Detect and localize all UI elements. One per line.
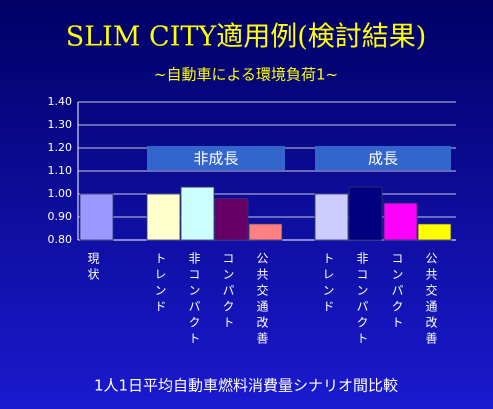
bar [348,186,383,241]
y-tick-label: 1.20 [48,141,73,154]
chart-title: SLIM CITY適用例(検討結果) [66,22,427,53]
y-tick-label: 1.30 [48,118,73,131]
y-tick-label: 0.80 [48,233,73,246]
group-box [147,146,285,170]
group-label: 非成長 [193,150,238,168]
group-label: 成長 [368,150,398,168]
y-tick-label: 1.10 [48,164,73,177]
bar [214,198,249,241]
y-tick-label: 0.90 [48,210,73,223]
bar [383,202,418,241]
bar [248,223,283,241]
group-box [315,146,451,170]
x-tick-label: 非コンパクト [355,252,369,348]
bar [146,193,181,241]
bar [180,186,215,241]
chart-subtitle: ~自動車による環境負荷1~ [154,66,338,84]
bar [79,193,114,241]
bar [417,223,452,241]
x-tick-label: 現状 [86,252,100,284]
y-tick-label: 1.40 [48,95,73,108]
x-tick-label: トレンド [153,252,167,316]
x-tick-label: コンパクト [221,252,235,332]
x-axis-label: 1人1日平均自動車燃料消費量シナリオ間比較 [94,377,398,395]
x-tick-label: 公共交通改善 [255,252,269,348]
x-tick-label: トレンド [321,252,335,316]
bar [314,193,349,241]
y-tick-label: 1.00 [48,187,73,200]
x-tick-label: 非コンパクト [187,252,201,348]
x-tick-label: コンパクト [390,252,404,332]
x-tick-label: 公共交通改善 [424,252,438,348]
